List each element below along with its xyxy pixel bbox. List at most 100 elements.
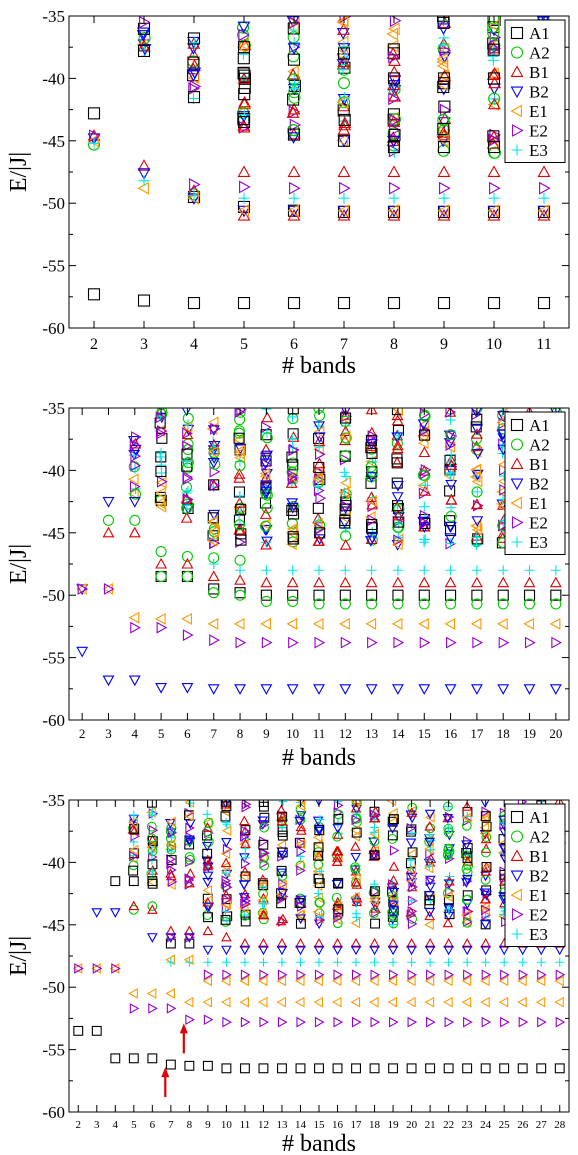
band-point (295, 838, 306, 850)
plot-area (76, 408, 563, 695)
data-point-a1 (499, 1063, 510, 1074)
band-point (387, 80, 401, 92)
band-point (203, 902, 215, 913)
band-point (389, 16, 402, 28)
data-point-e2 (240, 1016, 251, 1028)
band-point (420, 480, 431, 491)
data-point-e2 (444, 969, 455, 981)
data-point-e2 (444, 1016, 455, 1028)
band-point (340, 432, 352, 444)
band-point (277, 879, 287, 891)
band-point (388, 50, 400, 64)
data-point-a2 (550, 598, 562, 610)
data-point-a2 (287, 595, 299, 607)
band-point (386, 27, 398, 41)
data-point-a1 (137, 44, 151, 57)
data-point-e2 (340, 636, 352, 649)
x-tick-label: 19 (523, 726, 536, 741)
band-point (138, 32, 151, 45)
band-point (446, 449, 457, 460)
data-point-b1 (234, 574, 246, 585)
data-point-e1 (387, 204, 399, 218)
data-point-e1 (313, 996, 324, 1008)
band-point (436, 52, 449, 66)
data-point-e2 (92, 963, 103, 974)
band-point (481, 821, 492, 832)
data-point-a1 (187, 91, 201, 104)
data-point-e2 (189, 178, 201, 191)
y-tick-label: -45 (42, 524, 65, 543)
band-point (332, 824, 344, 834)
legend-box (504, 411, 566, 555)
band-point (202, 897, 214, 907)
band-point (472, 486, 483, 497)
band-point (260, 421, 272, 434)
band-point (287, 508, 300, 520)
data-point-e3 (538, 192, 550, 204)
legend-marker-b1 (510, 849, 524, 861)
data-point-e3 (338, 192, 350, 204)
x-tick-label: 3 (105, 726, 112, 741)
x-tick-label: 8 (237, 726, 244, 741)
data-point-e2 (277, 969, 288, 981)
band-point (405, 906, 417, 917)
band-point (443, 827, 454, 838)
band-point (312, 906, 323, 918)
legend-label-e3: E3 (529, 141, 548, 160)
data-point-a2 (497, 598, 509, 610)
data-point-a2 (208, 587, 220, 599)
legend-label-b1: B1 (529, 847, 549, 866)
data-point-a2 (129, 514, 141, 526)
data-point-e1 (276, 975, 287, 987)
data-point-a1 (187, 296, 201, 310)
band-point (166, 844, 177, 855)
legend-label-a2: A2 (529, 44, 550, 63)
band-point (189, 80, 202, 93)
data-point-a1 (147, 1053, 158, 1064)
data-point-e1 (424, 996, 435, 1008)
data-point-e3 (166, 957, 176, 967)
data-point-b1 (444, 576, 457, 588)
band-point (233, 433, 244, 446)
band-point (369, 893, 379, 904)
x-tick-label: 13 (365, 726, 378, 741)
band-point (312, 880, 323, 892)
data-point-e3 (419, 565, 430, 576)
band-point (389, 845, 400, 856)
band-point (155, 427, 167, 440)
band-point (234, 519, 245, 530)
data-point-b1 (470, 576, 483, 588)
legend-marker-a1 (510, 26, 524, 40)
data-point-b1 (549, 576, 562, 588)
band-point (388, 906, 399, 916)
band-point (406, 909, 417, 921)
data-point-a1 (91, 1025, 102, 1036)
band-point (471, 516, 484, 527)
band-point (130, 459, 142, 472)
legend-label-e3: E3 (529, 925, 548, 944)
band-point (127, 473, 139, 486)
band-point (442, 917, 454, 928)
legend-label-b2: B2 (529, 83, 549, 102)
data-point-e3 (388, 957, 398, 967)
y-tick-label: -60 (42, 1103, 65, 1122)
band-point (387, 834, 398, 844)
data-point-e3 (277, 957, 287, 967)
data-point-e3 (296, 957, 305, 967)
band-point (424, 895, 435, 906)
band-point (259, 860, 270, 871)
band-point (365, 439, 378, 450)
band-point (480, 893, 492, 904)
band-point (313, 824, 325, 835)
data-point-b2 (313, 684, 325, 695)
data-point-b1 (221, 931, 232, 942)
band-point (339, 514, 351, 527)
band-point (286, 502, 299, 514)
data-point-e3 (555, 957, 565, 967)
data-point-a1 (487, 296, 501, 310)
x-tick-label: 6 (150, 1119, 156, 1131)
data-point-b2 (313, 945, 325, 956)
band-point (424, 910, 435, 921)
band-point (182, 440, 193, 453)
band-point (238, 880, 250, 891)
